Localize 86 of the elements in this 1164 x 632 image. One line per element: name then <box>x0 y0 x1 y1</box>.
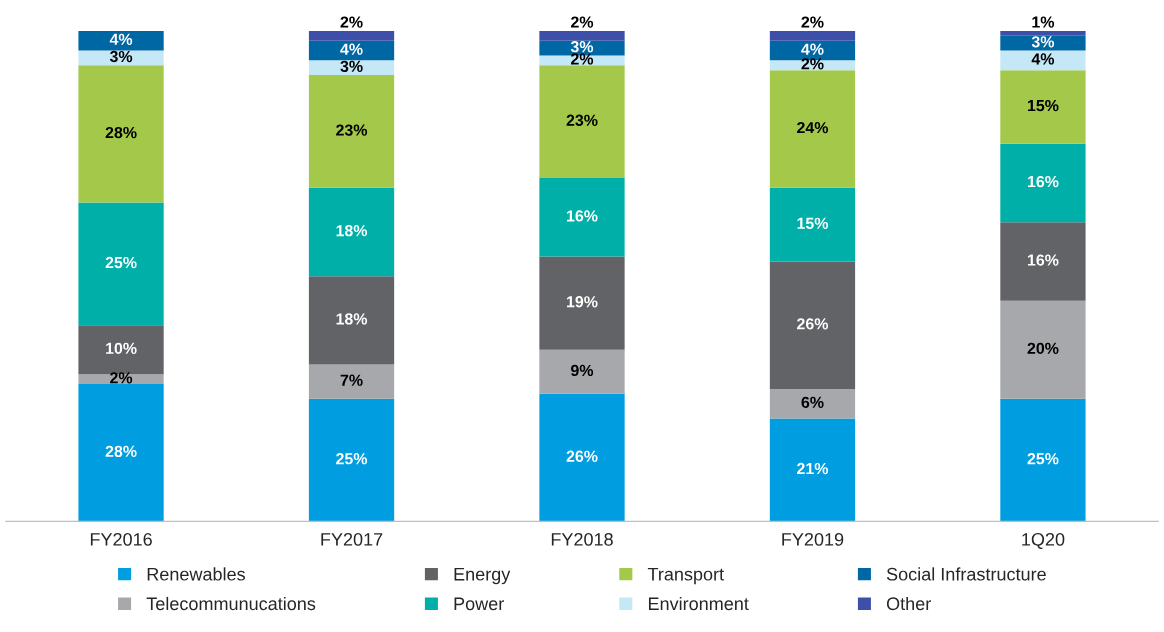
data-label: 4% <box>340 43 363 55</box>
data-label: 3% <box>570 41 594 53</box>
data-label: 16% <box>567 210 598 222</box>
bar <box>1000 398 1086 522</box>
x-tick-label: FY2019 <box>782 532 844 546</box>
bar <box>1000 143 1086 223</box>
legend-label: Renewables <box>147 567 245 581</box>
bar <box>769 187 856 262</box>
bar <box>78 374 164 385</box>
data-label: 20% <box>1027 342 1059 355</box>
data-label: 28% <box>105 126 137 139</box>
data-label: 16% <box>1027 254 1059 266</box>
data-label: 4% <box>1031 53 1055 65</box>
legend-label: Telecommunucations <box>146 596 316 611</box>
bar <box>308 276 395 365</box>
bar <box>539 393 625 522</box>
data-label: 2% <box>801 58 824 70</box>
bar <box>539 30 625 41</box>
bar <box>539 256 625 350</box>
legend-label: Other <box>886 596 931 611</box>
bar <box>308 30 395 41</box>
data-label: 2% <box>110 372 133 384</box>
bar <box>308 364 395 399</box>
bar <box>308 398 395 522</box>
bar <box>539 349 625 394</box>
legend-label: Transport <box>647 567 724 585</box>
bar <box>308 187 395 277</box>
bar <box>308 40 395 61</box>
bar <box>769 388 856 419</box>
bar <box>1000 222 1086 301</box>
bar <box>769 30 856 41</box>
bar <box>539 178 625 257</box>
data-label: 19% <box>567 296 598 308</box>
data-label: 7% <box>340 374 363 386</box>
data-label: 26% <box>797 318 829 330</box>
data-label: 2% <box>571 16 594 28</box>
data-label: 3% <box>340 60 363 72</box>
bar <box>769 418 856 522</box>
bar <box>1000 30 1086 36</box>
data-label: 4% <box>109 33 133 45</box>
legend-label: Social Infrastructure <box>886 567 1046 581</box>
data-label: 10% <box>106 342 137 355</box>
bar <box>78 202 164 326</box>
data-label: 2% <box>571 53 594 65</box>
data-label: 26% <box>566 450 598 462</box>
data-label: 15% <box>797 217 829 229</box>
data-label: 21% <box>797 462 829 475</box>
bar <box>1000 50 1086 71</box>
bar <box>78 65 164 203</box>
bar <box>78 30 164 51</box>
data-label: 3% <box>109 50 133 63</box>
x-tick-label: FY2018 <box>551 532 613 546</box>
data-label: 3% <box>1031 36 1055 48</box>
data-label: 24% <box>797 121 829 134</box>
x-tick-label: FY2016 <box>90 532 152 546</box>
legend-label: Environment <box>648 596 749 611</box>
data-label: 16% <box>1027 175 1059 188</box>
data-label: 1% <box>1032 16 1055 28</box>
bar <box>1000 35 1086 51</box>
data-label: 25% <box>1027 453 1059 465</box>
bar <box>308 75 395 188</box>
bar <box>1000 70 1086 144</box>
bar <box>769 261 856 389</box>
data-label: 23% <box>336 124 368 136</box>
data-label: 25% <box>336 453 368 465</box>
data-label: 2% <box>340 16 363 28</box>
data-label: 25% <box>105 256 137 269</box>
legend-label: Power <box>454 597 504 611</box>
data-label: 4% <box>801 43 824 55</box>
data-label: 15% <box>1027 99 1059 112</box>
data-label: 28% <box>105 445 137 458</box>
x-tick-label: FY2017 <box>321 532 383 546</box>
bar <box>308 60 395 76</box>
data-label: 23% <box>566 114 598 126</box>
data-label: 18% <box>336 224 368 237</box>
data-label: 18% <box>336 313 368 325</box>
data-label: 6% <box>801 396 824 408</box>
x-tick-label: 1Q20 <box>1022 532 1065 550</box>
legend-label: Energy <box>454 567 511 585</box>
data-label: 9% <box>571 364 594 377</box>
bar <box>539 65 625 179</box>
bar <box>769 60 856 71</box>
data-label: 2% <box>801 16 824 28</box>
bar <box>78 384 164 522</box>
bar <box>1000 300 1086 399</box>
bar <box>769 70 856 188</box>
